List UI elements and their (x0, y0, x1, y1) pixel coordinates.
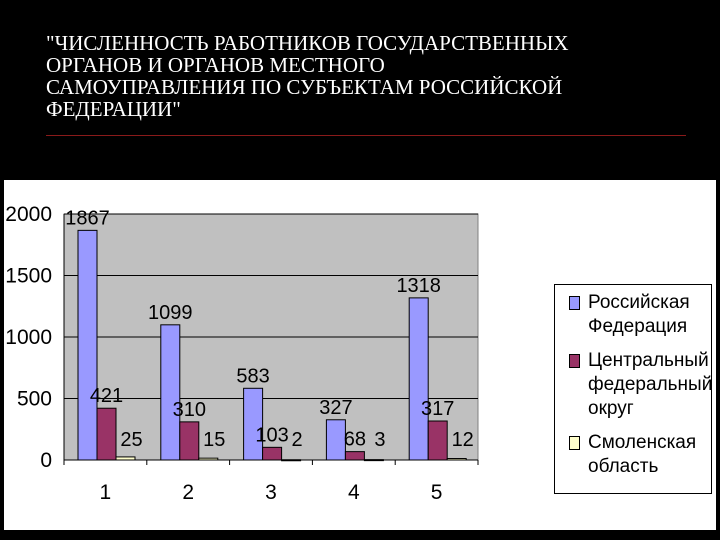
chart-legend: Российская Федерация Центральный федерал… (554, 284, 712, 494)
bar-s3-c5 (446, 458, 467, 461)
data-label-s2-c5: 317 (421, 398, 454, 420)
x-tick-label-1: 1 (100, 481, 112, 504)
legend-item-series-1: Российская Федерация (569, 291, 705, 339)
data-label-s1-c2: 1099 (148, 302, 193, 324)
bar-s2-c3 (262, 446, 283, 461)
bar-s3-c1 (115, 456, 136, 461)
y-tick-label-0: 0 (40, 449, 52, 472)
y-tick-label-500: 500 (17, 388, 52, 411)
legend-item-series-2: Центральный федеральный округ (569, 349, 712, 421)
y-tick-label-1500: 1500 (5, 265, 52, 288)
bar-s3-c2 (198, 457, 219, 461)
data-label-s1-c5: 1318 (396, 275, 441, 297)
x-tick-label-4: 4 (348, 481, 360, 504)
data-label-s2-c3: 103 (255, 424, 288, 446)
data-label-s1-c1: 1867 (65, 207, 110, 229)
title-divider (46, 135, 686, 136)
bar-s1-c3 (243, 387, 264, 461)
legend-swatch-series-3 (569, 436, 580, 450)
data-label-s3-c1: 25 (120, 429, 142, 451)
chart-panel: 0 500 1000 1500 2000 1 1867 421 25 2 1099 310 15 3 583… (4, 180, 716, 530)
legend-label-series-1: Российская Федерация (588, 292, 690, 337)
y-tick-label-2000: 2000 (5, 203, 52, 226)
bar-s1-c4 (325, 419, 346, 461)
bar-s2-c4 (344, 451, 365, 461)
data-label-s3-c3: 2 (292, 429, 303, 451)
x-tick-label-2: 2 (182, 481, 194, 504)
data-label-s1-c3: 583 (236, 365, 269, 387)
data-label-s1-c4: 327 (319, 397, 352, 419)
data-label-s3-c4: 3 (374, 429, 385, 451)
bar-s2-c2 (179, 421, 200, 461)
legend-swatch-series-1 (569, 296, 580, 310)
bar-chart: 0500100015002000118674212521099310153583… (5, 203, 479, 504)
x-tick-label-5: 5 (431, 481, 443, 504)
bar-s1-c5 (408, 297, 429, 461)
data-label-s3-c2: 15 (203, 429, 225, 451)
bar-s1-c1 (77, 229, 98, 461)
data-label-s2-c4: 68 (344, 429, 366, 451)
bar-s2-c1 (96, 407, 117, 461)
bar-s2-c5 (427, 420, 448, 461)
y-tick-label-1000: 1000 (5, 326, 52, 349)
x-tick-label-3: 3 (265, 481, 277, 504)
slide-title: "ЧИСЛЕННОСТЬ РАБОТНИКОВ ГОСУДАРСТВЕННЫХ … (46, 31, 569, 121)
bar-s3-c3 (281, 459, 302, 462)
legend-label-series-2: Центральный федеральный округ (588, 350, 713, 419)
legend-label-series-3: Смоленская область (588, 432, 697, 477)
bar-s3-c4 (363, 459, 384, 462)
data-label-s3-c5: 12 (452, 429, 474, 451)
data-label-s2-c2: 310 (173, 399, 206, 421)
bar-s1-c2 (160, 324, 181, 461)
data-label-s2-c1: 421 (90, 385, 123, 407)
legend-swatch-series-2 (569, 354, 580, 368)
legend-item-series-3: Смоленская область (569, 431, 705, 479)
